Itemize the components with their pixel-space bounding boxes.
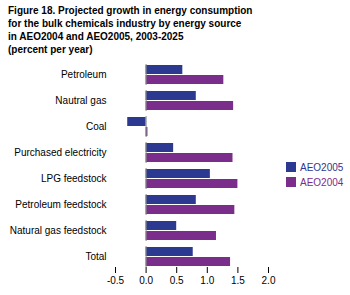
- svg-text:Coal: Coal: [86, 121, 107, 132]
- svg-text:Petroleum feedstock: Petroleum feedstock: [15, 199, 107, 210]
- html-text:AEO2004: AEO2004: [300, 176, 344, 188]
- svg-text:0.0: 0.0: [139, 275, 153, 286]
- svg-text:1.0: 1.0: [200, 275, 214, 286]
- html-text:AEO2005: AEO2005: [300, 161, 344, 173]
- svg-text:1.5: 1.5: [231, 275, 245, 286]
- svg-text:Petroleum: Petroleum: [61, 69, 107, 80]
- html-text:Figure 18. Projected growth in: Figure 18. Projected growth in energy co…: [8, 5, 253, 55]
- svg-text:Total: Total: [85, 251, 106, 262]
- svg-text:Nautral gas: Nautral gas: [55, 95, 106, 106]
- svg-text:-0.5: -0.5: [107, 275, 125, 286]
- svg-text:LPG feedstock: LPG feedstock: [41, 173, 108, 184]
- svg-text:0.5: 0.5: [170, 275, 184, 286]
- svg-text:2.0: 2.0: [262, 275, 276, 286]
- svg-text:Purchased electricity: Purchased electricity: [14, 147, 106, 158]
- svg-text:Natural gas feedstock: Natural gas feedstock: [10, 225, 108, 236]
